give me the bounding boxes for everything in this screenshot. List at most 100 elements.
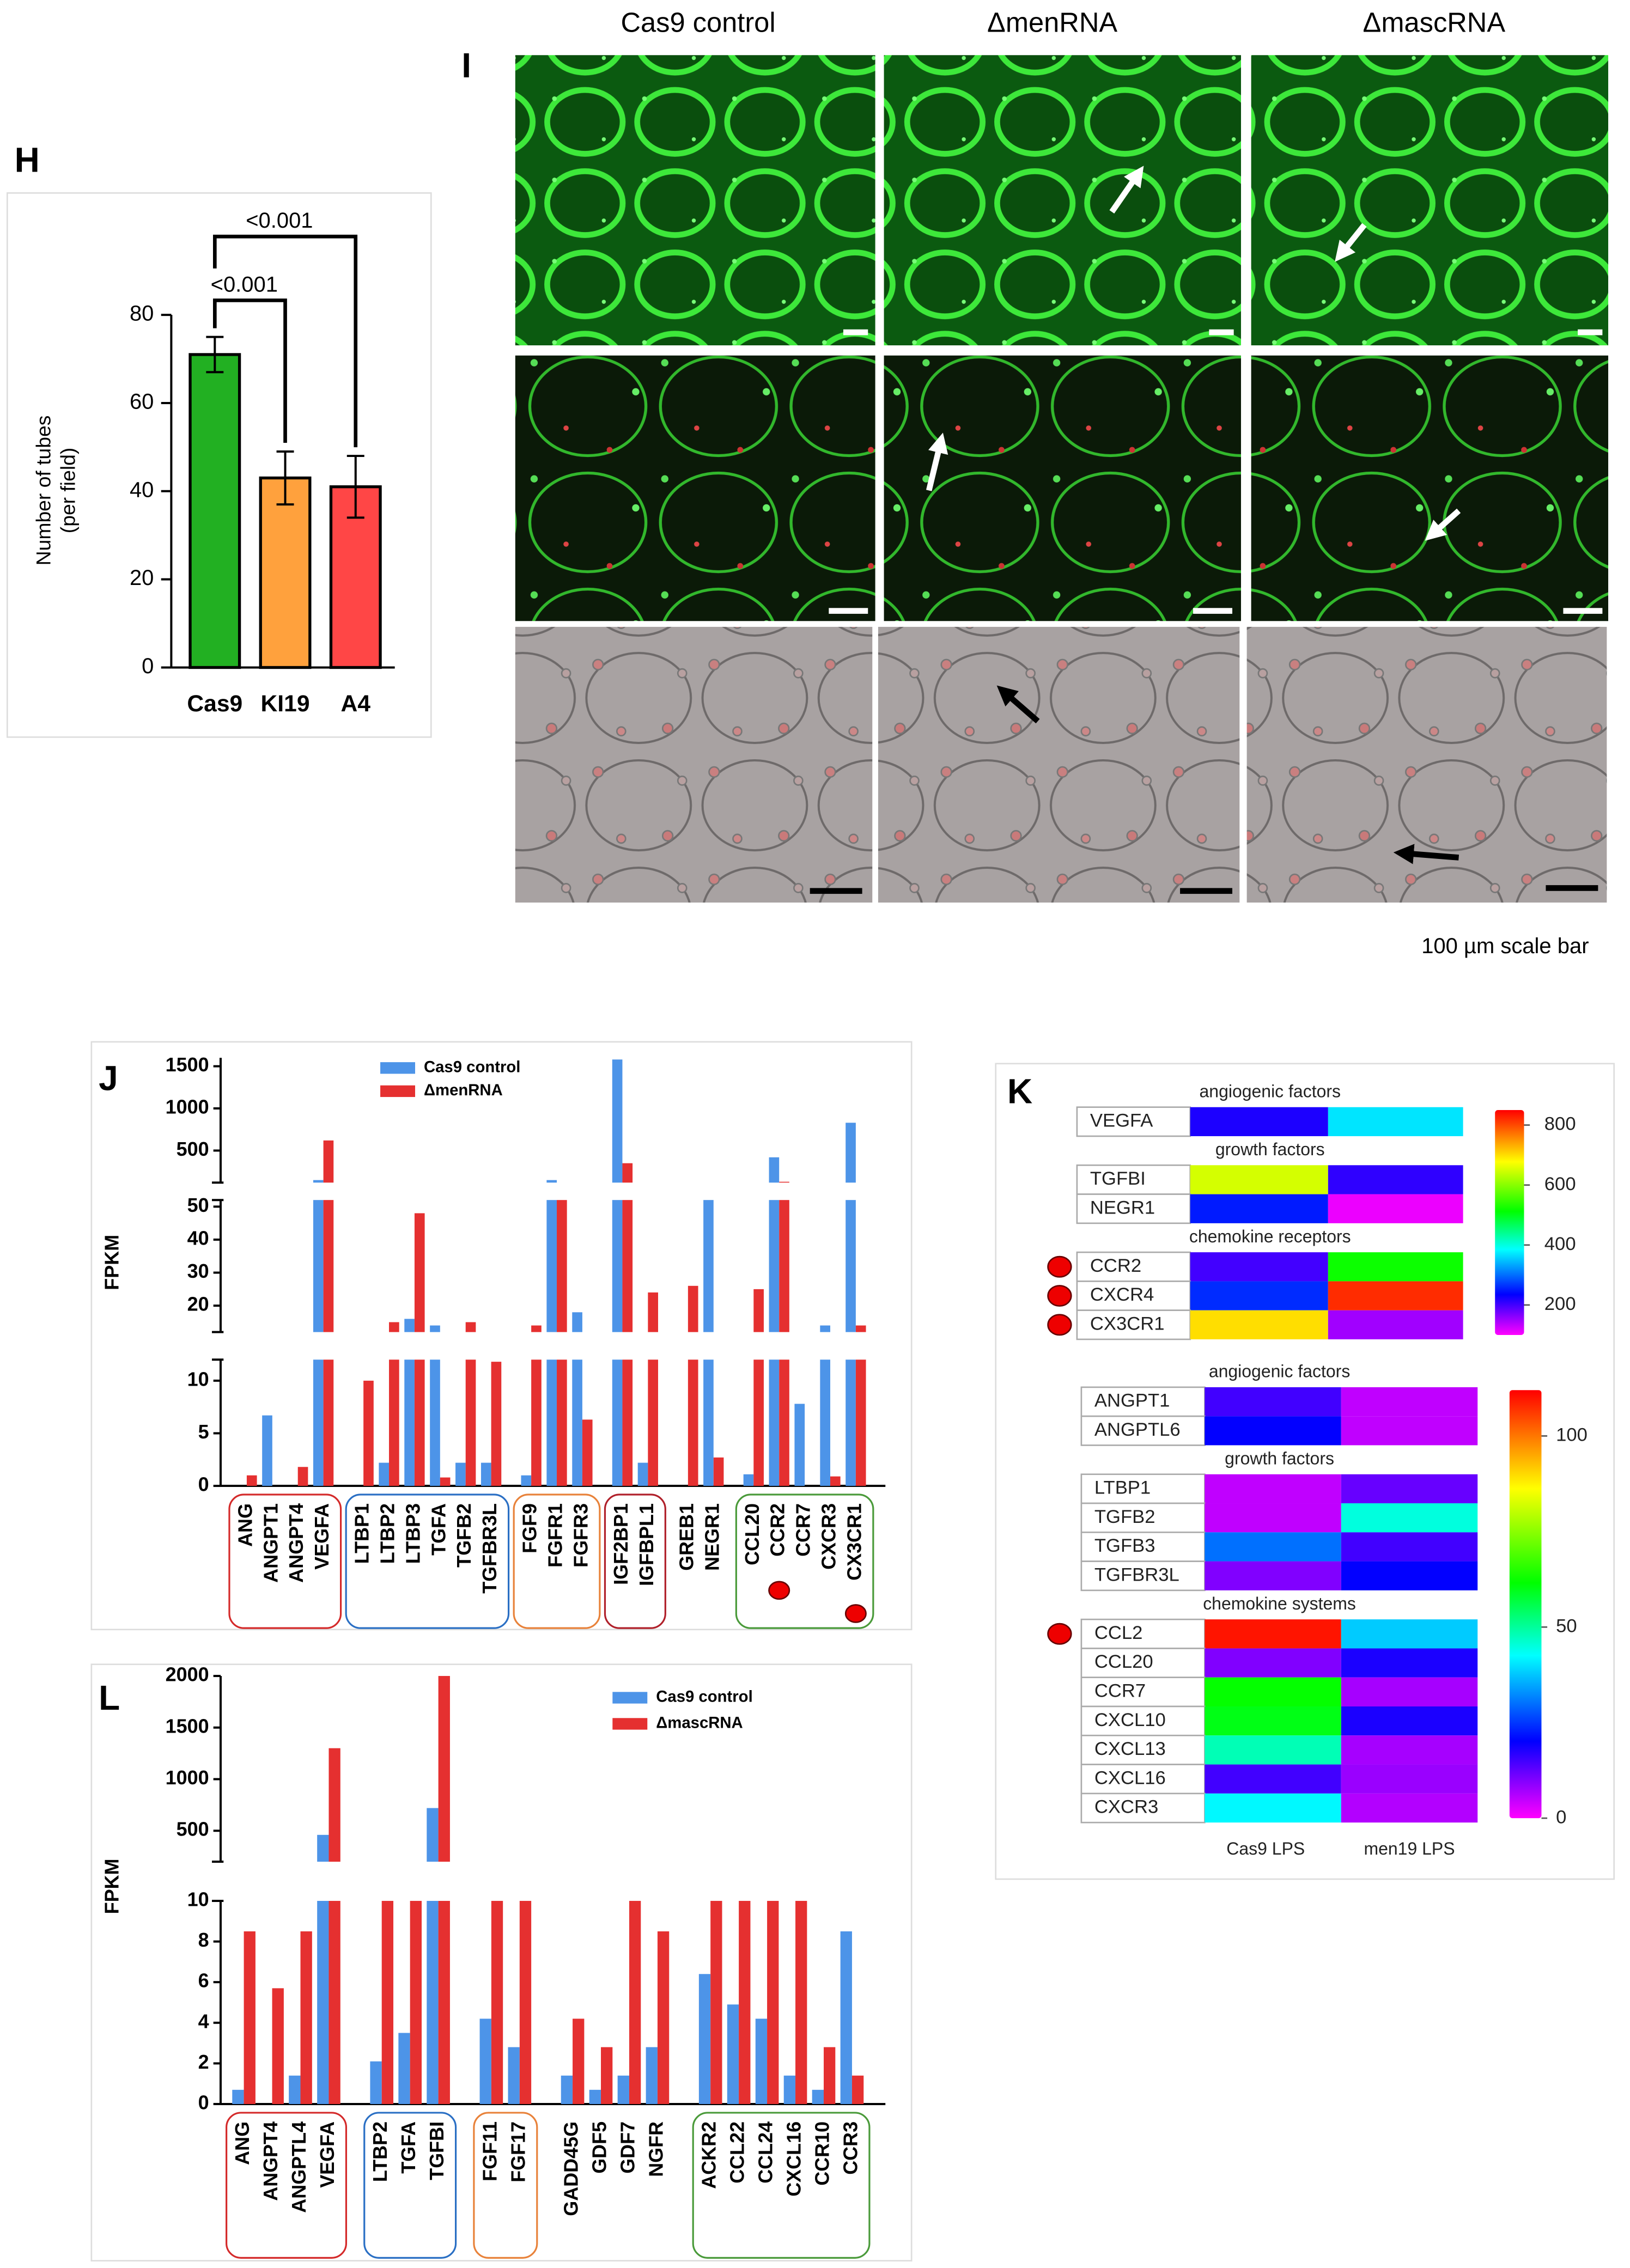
heat-cell [1341,1735,1478,1765]
bar [508,2047,520,2104]
row-label: LTBP1 [1094,1478,1151,1498]
x-tick-label: ANGPT4 [285,1503,307,1583]
bar [794,1404,805,1486]
bar [188,353,241,669]
scale-bar [1563,608,1603,614]
bar [830,1476,841,1486]
heat-cell [1328,1107,1463,1136]
x-tick-label: VEGFA [311,1503,333,1570]
scale-bar [829,608,868,614]
heat-cell [1328,1194,1463,1223]
bar [612,1359,623,1486]
heat-cell [1328,1252,1463,1282]
column-label: men19 LPS [1364,1839,1455,1858]
bar [519,1900,532,2104]
bar [572,1312,582,1332]
bar [289,2075,301,2104]
legend-label: ΔmascRNA [656,1714,743,1732]
bar [572,1359,582,1486]
column-title: ΔmascRNA [1363,7,1506,38]
x-tick-label: CCL22 [726,2121,749,2184]
bar [846,1200,856,1332]
heat-cell [1190,1252,1328,1282]
bar [246,1475,257,1486]
colorbar-label: 0 [1556,1807,1566,1827]
row-label-box [1076,1164,1191,1195]
heat-cell [1341,1503,1478,1533]
x-tick-label: IGFBPL1 [635,1503,658,1586]
row-label: CCR2 [1090,1255,1141,1276]
heat-cell [1190,1165,1328,1194]
bar [622,1200,633,1332]
y-axis-label: (per field) [57,448,80,533]
x-tick-label: VEGFA [316,2121,338,2188]
heat-cell [1341,1619,1478,1649]
bar [398,2033,410,2104]
bar [753,1359,764,1486]
bar [601,2047,613,2104]
x-tick-label: CCL20 [741,1503,763,1565]
panel-letter: I [461,46,471,85]
x-tick-label: LTBP2 [369,2121,391,2182]
scale-note: 100 µm scale bar [1421,934,1589,958]
bar [521,1475,532,1486]
row-label-box [1080,1676,1206,1708]
group-box [228,1493,342,1629]
row-label: CXCR3 [1094,1797,1158,1818]
micrograph [515,55,875,346]
y-tick-label: 0 [198,2091,209,2113]
x-tick-label: ANGPT1 [259,1503,282,1583]
row-label-box [1080,1560,1206,1592]
bar [840,1931,852,2104]
row-label: TGFB3 [1094,1535,1155,1556]
bar [852,2075,864,2104]
group-box [604,1493,666,1629]
significance-bracket [212,298,287,443]
bar [244,1931,256,2104]
bar [727,2004,739,2104]
x-tick-label: CCR2 [767,1503,789,1557]
panel-letter: J [99,1059,118,1098]
heat-cell [1205,1532,1341,1562]
bar [561,2075,573,2104]
bar [363,1380,374,1486]
row-label-box [1076,1106,1191,1137]
x-tick-label: ANGPT4 [259,2121,282,2201]
p-value: <0.001 [211,272,278,296]
x-tick-label: IGF2BP1 [610,1503,632,1585]
bar [262,1415,272,1486]
x-tick-label: CXCR3 [817,1503,840,1570]
bar [688,1285,698,1332]
bar [648,1359,658,1486]
bar [713,1457,724,1486]
bar [389,1359,399,1486]
x-tick-label: CCR7 [792,1503,814,1557]
bar [317,1834,329,1862]
x-tick-label: CCR10 [811,2121,833,2186]
legend-label: Cas9 control [424,1058,520,1076]
y-tick-label: 30 [187,1260,209,1282]
x-tick-label: A4 [341,691,371,717]
bar [427,1808,439,1862]
heat-cell [1341,1706,1478,1736]
bar [769,1157,780,1183]
scale-bar [1209,329,1234,336]
bar [491,1362,502,1486]
heat-cell [1328,1310,1463,1339]
heat-cell [1205,1677,1341,1706]
y-tick-label: 20 [187,1293,209,1315]
bar [710,1900,722,2104]
y-tick-label: 4 [198,2010,209,2032]
row-label-box [1080,1764,1206,1795]
legend-swatch [612,1718,648,1730]
bar [646,2047,658,2104]
bar [648,1292,658,1332]
bar [440,1477,451,1486]
panel-letter: H [15,140,40,179]
y-tick-label: 1500 [166,1053,209,1076]
x-tick-label: GREB1 [675,1503,697,1571]
y-tick-label: 50 [187,1194,209,1216]
micrograph [515,626,873,903]
bar [846,1359,856,1486]
arrow [1335,223,1367,262]
